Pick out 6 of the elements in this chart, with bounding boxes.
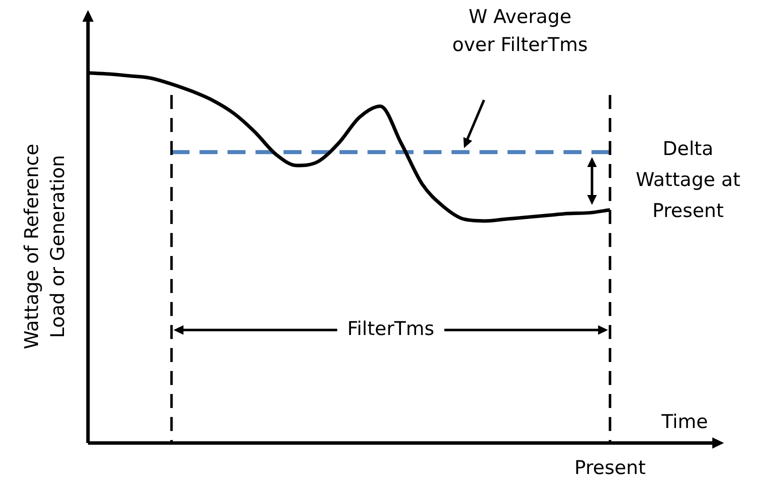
x-axis-title: Time (660, 410, 708, 433)
y-axis-title: Wattage of Reference Load or Generation (20, 144, 69, 350)
text: Delta Wattage at Present (636, 138, 740, 222)
annotation: FilterTms (347, 318, 434, 340)
text: W Average over FilterTms (452, 6, 588, 56)
text: Present (574, 456, 646, 479)
